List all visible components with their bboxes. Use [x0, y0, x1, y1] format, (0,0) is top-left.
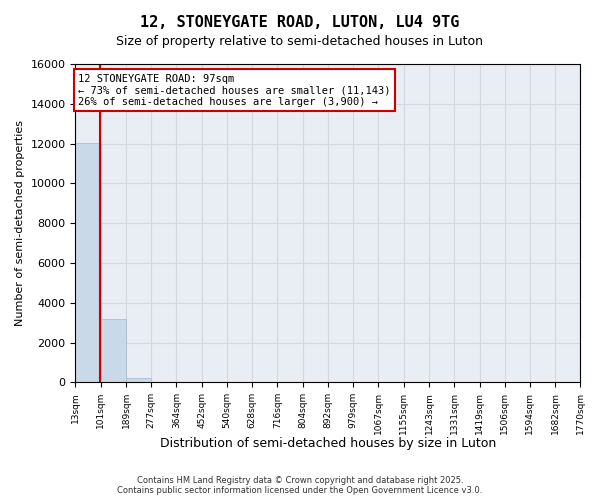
Bar: [76, 142, 101, 382]
Bar: [126, 378, 151, 382]
X-axis label: Distribution of semi-detached houses by size in Luton: Distribution of semi-detached houses by …: [160, 437, 496, 450]
Text: Size of property relative to semi-detached houses in Luton: Size of property relative to semi-detach…: [116, 35, 484, 48]
Text: Contains HM Land Registry data © Crown copyright and database right 2025.
Contai: Contains HM Land Registry data © Crown c…: [118, 476, 482, 495]
Y-axis label: Number of semi-detached properties: Number of semi-detached properties: [15, 120, 25, 326]
Bar: [101, 318, 126, 382]
Text: 12, STONEYGATE ROAD, LUTON, LU4 9TG: 12, STONEYGATE ROAD, LUTON, LU4 9TG: [140, 15, 460, 30]
Text: 12 STONEYGATE ROAD: 97sqm
← 73% of semi-detached houses are smaller (11,143)
26%: 12 STONEYGATE ROAD: 97sqm ← 73% of semi-…: [78, 74, 391, 107]
